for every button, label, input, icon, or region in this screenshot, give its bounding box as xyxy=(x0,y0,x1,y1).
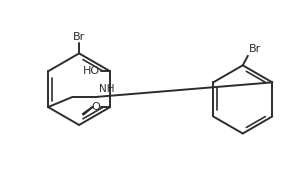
Text: O: O xyxy=(91,102,100,112)
Text: Br: Br xyxy=(249,44,261,54)
Text: Br: Br xyxy=(73,32,85,42)
Text: NH: NH xyxy=(99,84,114,94)
Text: HO: HO xyxy=(83,66,100,76)
